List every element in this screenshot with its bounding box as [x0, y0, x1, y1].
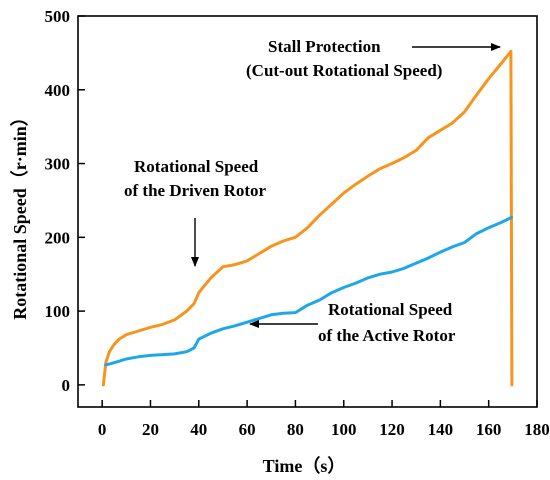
- stall-annotation-line2: (Cut-out Rotational Speed): [246, 61, 442, 80]
- y-axis-ticks: 0 100 200 300 400 500: [45, 7, 85, 395]
- active-annotation-line1: Rotational Speed: [328, 300, 453, 319]
- series-line-driven-rotor: [101, 49, 514, 387]
- x-tick-label: 100: [331, 420, 357, 439]
- driven-annotation-line1: Rotational Speed: [134, 157, 259, 176]
- series-line-active-rotor: [104, 215, 514, 367]
- x-tick-label: 0: [98, 420, 107, 439]
- x-tick-label: 60: [239, 420, 256, 439]
- y-tick-label: 200: [45, 228, 71, 247]
- series-layer: [101, 49, 514, 387]
- x-tick-label: 180: [524, 420, 550, 439]
- driven-annotation-line2: of the Driven Rotor: [124, 181, 267, 200]
- x-axis-ticks: 0 20 40 60 80 100 120 140 160 180: [98, 400, 550, 439]
- x-tick-label: 80: [287, 420, 304, 439]
- y-tick-label: 400: [45, 81, 71, 100]
- x-tick-label: 160: [476, 420, 502, 439]
- x-tick-label: 20: [142, 420, 159, 439]
- y-tick-label: 300: [45, 155, 71, 174]
- active-annotation-line2: of the Active Rotor: [318, 326, 456, 345]
- y-axis-title: Rotational Speed（r·min）: [10, 108, 30, 320]
- x-tick-label: 120: [379, 420, 405, 439]
- x-tick-label: 40: [190, 420, 207, 439]
- y-tick-label: 500: [45, 7, 71, 26]
- stall-annotation-line1: Stall Protection: [268, 37, 381, 56]
- x-tick-label: 140: [428, 420, 454, 439]
- plot-frame: [77, 15, 538, 408]
- y-tick-label: 100: [45, 302, 71, 321]
- x-axis-title: Time（s）: [263, 456, 346, 476]
- y-tick-label: 0: [62, 376, 71, 395]
